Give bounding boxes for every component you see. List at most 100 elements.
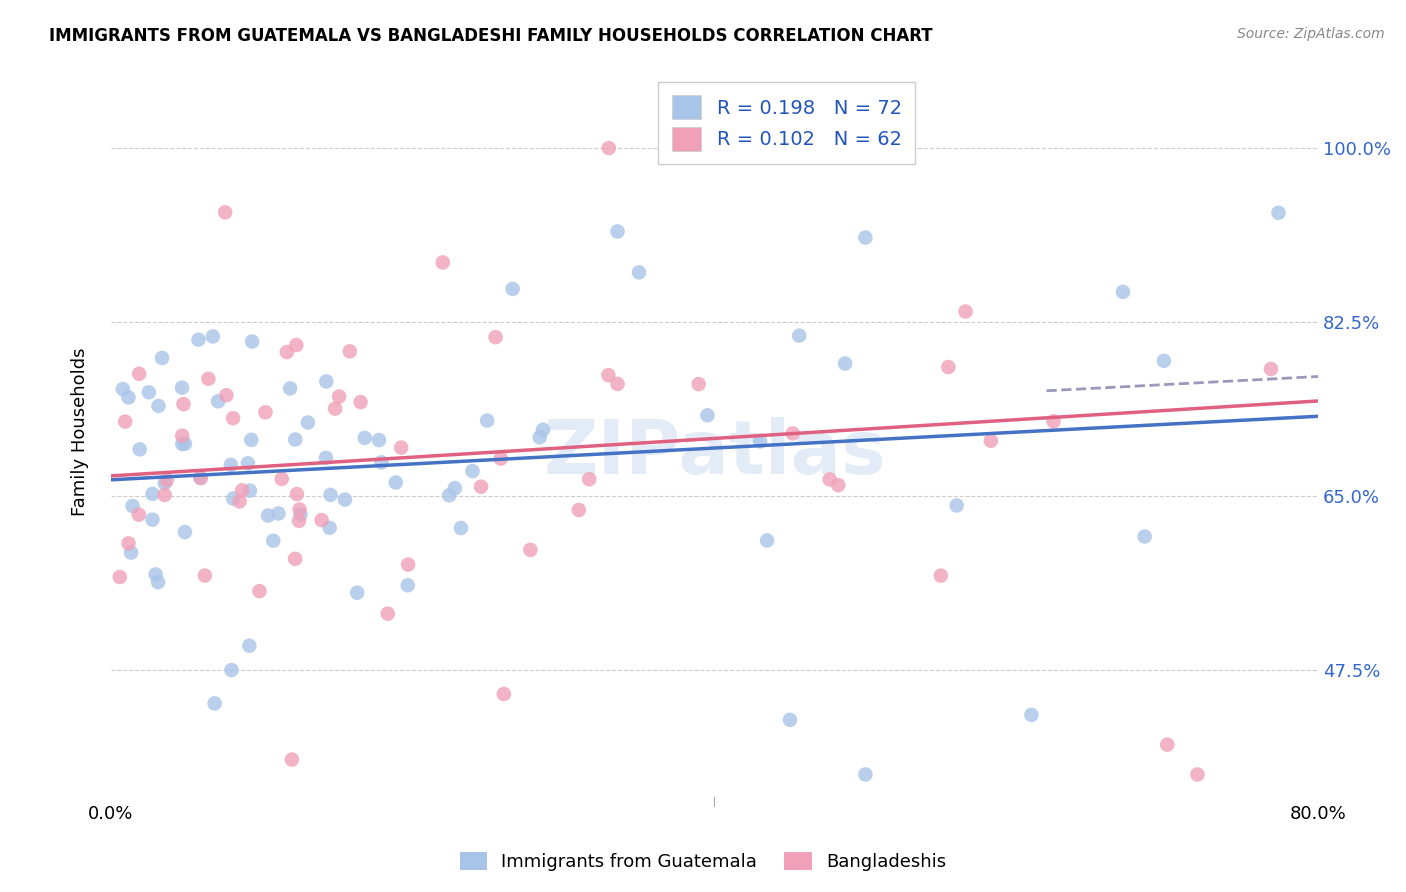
Y-axis label: Family Households: Family Households — [72, 347, 89, 516]
Point — [396, 558, 419, 572]
Point — [172, 397, 194, 411]
Point — [519, 542, 541, 557]
Point — [284, 433, 307, 447]
Point — [834, 357, 856, 371]
Point — [1260, 362, 1282, 376]
Point — [117, 536, 139, 550]
Point — [396, 578, 419, 592]
Point — [228, 494, 250, 508]
Point — [1021, 707, 1043, 722]
Point — [128, 367, 150, 381]
Point — [174, 525, 197, 540]
Point — [108, 570, 131, 584]
Point — [432, 255, 454, 269]
Point — [285, 487, 308, 501]
Point — [328, 390, 350, 404]
Point — [153, 488, 176, 502]
Point — [980, 434, 1002, 448]
Point — [756, 533, 779, 548]
Point — [315, 375, 337, 389]
Legend: Immigrants from Guatemala, Bangladeshis: Immigrants from Guatemala, Bangladeshis — [453, 845, 953, 879]
Point — [285, 338, 308, 352]
Point — [439, 488, 461, 502]
Point — [370, 455, 392, 469]
Point — [502, 282, 524, 296]
Point — [853, 230, 876, 244]
Point — [377, 607, 399, 621]
Point — [444, 481, 467, 495]
Point — [319, 488, 342, 502]
Point — [315, 450, 337, 465]
Point — [1112, 285, 1135, 299]
Point — [288, 502, 311, 516]
Point — [297, 416, 319, 430]
Point — [114, 415, 136, 429]
Point — [688, 377, 710, 392]
Point — [172, 428, 194, 442]
Point — [290, 508, 312, 522]
Point — [194, 568, 217, 582]
Point — [945, 499, 967, 513]
Point — [146, 575, 169, 590]
Point — [1358, 286, 1381, 301]
Point — [236, 456, 259, 470]
Point — [384, 475, 406, 490]
Point — [1319, 292, 1341, 306]
Point — [141, 513, 163, 527]
Point — [492, 687, 515, 701]
Point — [818, 472, 841, 486]
Point — [955, 304, 977, 318]
Point — [201, 329, 224, 343]
Point — [606, 376, 628, 391]
Point — [204, 697, 226, 711]
Point — [311, 513, 333, 527]
Point — [1042, 414, 1064, 428]
Point — [141, 487, 163, 501]
Point — [239, 483, 262, 498]
Point — [938, 359, 960, 374]
Point — [249, 584, 271, 599]
Point — [262, 533, 284, 548]
Point — [215, 388, 238, 402]
Text: ZIPatlas: ZIPatlas — [543, 417, 886, 490]
Point — [219, 458, 242, 472]
Point — [207, 394, 229, 409]
Point — [779, 713, 801, 727]
Point — [450, 521, 472, 535]
Point — [120, 545, 142, 559]
Point — [782, 426, 804, 441]
Point — [531, 423, 554, 437]
Point — [197, 372, 219, 386]
Point — [461, 464, 484, 478]
Text: Source: ZipAtlas.com: Source: ZipAtlas.com — [1237, 27, 1385, 41]
Point — [222, 491, 245, 506]
Point — [281, 753, 304, 767]
Point — [221, 663, 243, 677]
Point — [389, 441, 412, 455]
Point — [257, 508, 280, 523]
Point — [1337, 308, 1360, 322]
Point — [288, 514, 311, 528]
Point — [484, 330, 506, 344]
Point — [117, 391, 139, 405]
Point — [276, 345, 298, 359]
Point — [170, 381, 193, 395]
Point — [1187, 767, 1209, 781]
Point — [121, 499, 143, 513]
Point — [853, 767, 876, 781]
Point — [172, 437, 194, 451]
Point — [627, 265, 650, 279]
Point — [323, 401, 346, 416]
Point — [174, 437, 197, 451]
Point — [156, 473, 179, 487]
Point — [278, 381, 301, 395]
Point — [489, 451, 512, 466]
Point — [153, 476, 176, 491]
Point — [827, 478, 849, 492]
Point — [1156, 738, 1178, 752]
Point — [318, 521, 340, 535]
Text: IMMIGRANTS FROM GUATEMALA VS BANGLADESHI FAMILY HOUSEHOLDS CORRELATION CHART: IMMIGRANTS FROM GUATEMALA VS BANGLADESHI… — [49, 27, 932, 45]
Point — [187, 333, 209, 347]
Point — [128, 508, 150, 522]
Point — [568, 503, 591, 517]
